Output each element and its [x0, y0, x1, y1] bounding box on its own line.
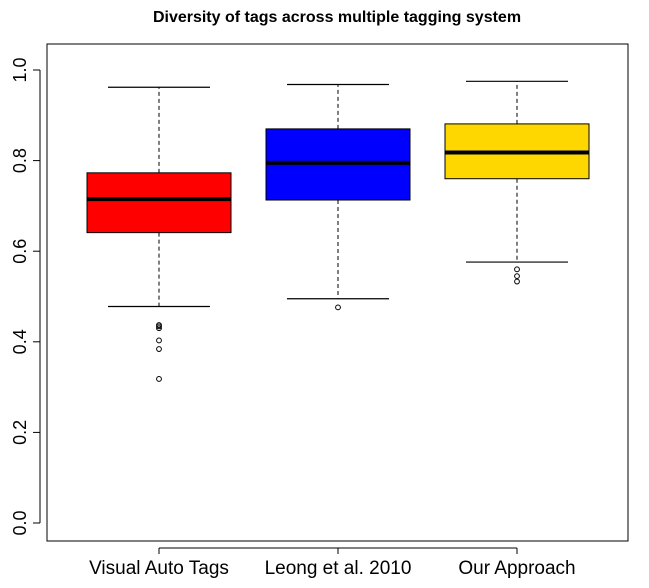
- outlier-point: [156, 323, 162, 330]
- x-tick-label: Leong et al. 2010: [265, 558, 412, 579]
- y-tick-label: 0.6: [10, 239, 30, 264]
- outlier-point: [335, 304, 341, 311]
- y-tick-label: 0.2: [10, 420, 30, 445]
- outlier-point: [514, 278, 520, 285]
- outlier-point: [514, 273, 520, 280]
- x-axis: Visual Auto Tags Leong et al. 2010 Our App…: [89, 547, 576, 579]
- box-series: [86, 80, 590, 382]
- box-iqr: [86, 172, 232, 234]
- chart-title: Diversity of tags across multiple taggin…: [153, 9, 521, 26]
- y-tick-label: 0.8: [10, 148, 30, 173]
- box-group: [265, 83, 411, 311]
- y-axis: 0.0 0.2 0.4 0.6 0.8 1.0: [10, 57, 41, 536]
- outlier-point: [156, 346, 162, 352]
- plot-frame: [46, 43, 629, 542]
- x-tick-label: Visual Auto Tags: [89, 558, 229, 579]
- box-group: [86, 86, 232, 382]
- y-tick-label: 0.0: [10, 510, 30, 535]
- y-tick-label: 1.0: [10, 57, 30, 82]
- y-tick-label: 0.4: [10, 329, 30, 354]
- outlier-point: [156, 376, 162, 382]
- x-tick-label: Our Approach: [458, 558, 575, 579]
- outlier-point: [514, 266, 520, 273]
- box-group: [444, 80, 590, 285]
- outlier-point: [156, 325, 162, 332]
- outlier-point: [156, 337, 162, 344]
